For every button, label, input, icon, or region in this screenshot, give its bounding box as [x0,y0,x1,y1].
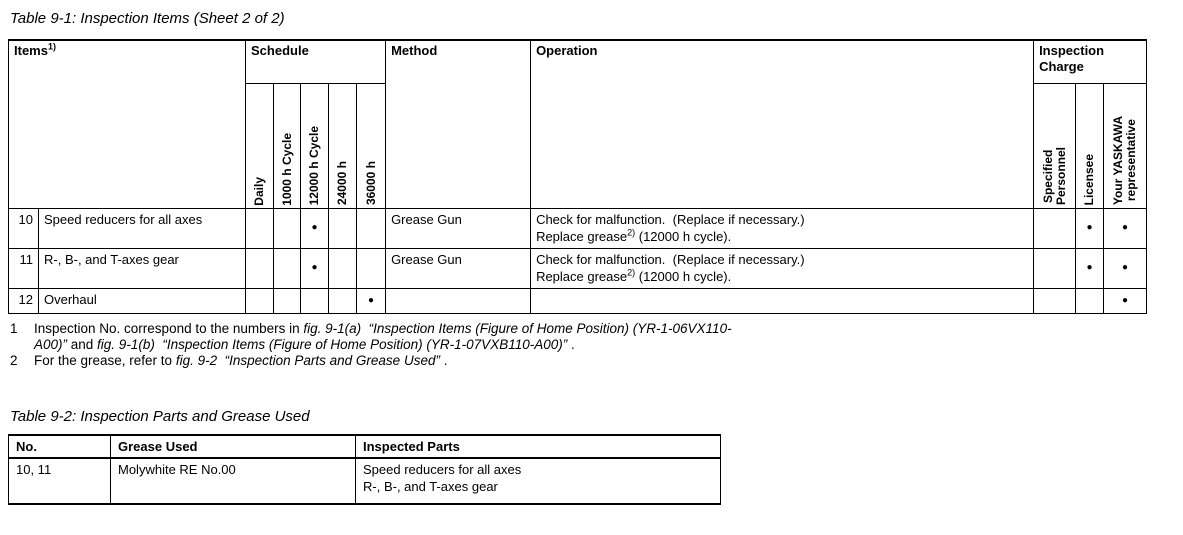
cell-schedule-36000h [356,247,387,289]
cell-schedule-1000h [273,207,302,249]
cell-schedule-1000h [273,287,302,314]
cell-no: 10, 11 [8,457,111,504]
cell-operation: Check for malfunction. (Replace if neces… [530,207,1035,249]
vertical-label: Licensee [1082,154,1097,206]
vertical-label: Your YASKAWA representative [1111,116,1139,206]
col-header-specified-personnel: Specified Personnel [1033,82,1077,209]
cell-charge-yaskawa-representative: ● [1103,207,1148,249]
cell-schedule-24000h [328,207,358,249]
col-header-1000h-cycle: 1000 h Cycle [273,82,302,209]
vertical-label: 12000 h Cycle [307,126,322,206]
cell-item-no: 10 [8,207,39,249]
header-row-sub: Daily 1000 h Cycle 12000 h Cycle 24000 h… [9,82,1148,209]
cell-item-name: R-, B-, and T-axes gear [37,247,247,289]
cell-charge-licensee [1075,287,1105,314]
cell-charge-specified-personnel [1033,207,1077,249]
inspection-parts-grease-table: No. Grease Used Inspected Parts 10, 11 M… [8,433,721,505]
cell-method: Grease Gun [385,207,532,249]
cell-schedule-daily [245,287,275,314]
figure-reference: fig. 9-2 “Inspection Parts and Grease Us… [175,352,440,368]
inspection-items-table: Items1) Schedule Method Operation Inspec… [7,39,1148,314]
cell-schedule-12000h: ● [300,207,330,249]
cell-schedule-36000h: ● [356,287,387,314]
vertical-label: Specified Personnel [1040,147,1068,206]
table-row-grease: 10, 11 Molywhite RE No.00 Speed reducers… [8,457,721,504]
items-footnote-marker: 1) [47,41,56,52]
cell-schedule-24000h [328,247,358,289]
header-row: No. Grease Used Inspected Parts [8,434,721,459]
cell-schedule-1000h [273,247,302,289]
cell-item-name: Overhaul [37,287,247,314]
col-header-12000h-cycle: 12000 h Cycle [300,82,330,209]
table-row-item-10: 10 Speed reducers for all axes ● Grease … [8,207,1148,249]
footnote-text: Inspection No. correspond to the numbers… [34,320,732,352]
col-header-items: Items1) [7,39,247,209]
cell-schedule-24000h [328,287,358,314]
cell-grease-used: Molywhite RE No.00 [110,457,356,504]
cell-method: Grease Gun [385,247,532,289]
col-header-operation: Operation [530,39,1035,209]
footnotes: 1 Inspection No. correspond to the numbe… [10,321,1183,369]
cell-operation: Check for malfunction. (Replace if neces… [530,247,1035,289]
col-header-inspected-parts: Inspected Parts [355,434,721,459]
col-header-schedule: Schedule [245,39,387,84]
document-page: Table 9-1: Inspection Items (Sheet 2 of … [7,10,1183,505]
cell-charge-yaskawa-representative: ● [1103,287,1148,314]
cell-charge-licensee: ● [1075,207,1105,249]
cell-operation [530,287,1035,314]
col-header-no: No. [8,434,111,459]
footnote-2: 2 For the grease, refer to fig. 9-2 “Ins… [10,353,1183,369]
header-row-top: Items1) Schedule Method Operation Inspec… [7,39,1148,209]
vertical-label: 36000 h [363,161,378,206]
footnote-text: For the grease, refer to fig. 9-2 “Inspe… [34,352,448,368]
cell-method [385,287,532,314]
operation-line-2: Replace grease2) (12000 h cycle). [536,227,732,244]
footnote-1: 1 Inspection No. correspond to the numbe… [10,321,1183,353]
cell-item-no: 11 [8,247,39,289]
operation-line-1: Check for malfunction. (Replace if neces… [536,251,805,267]
vertical-label: Daily [252,176,267,206]
cell-inspected-parts: Speed reducers for all axes R-, B-, and … [355,457,721,504]
cell-charge-specified-personnel [1033,287,1077,314]
table2-title: Table 9-2: Inspection Parts and Grease U… [10,407,310,425]
table-row-item-12: 12 Overhaul ● ● [8,287,1148,314]
col-header-36000h: 36000 h [356,82,387,209]
table-row-item-11: 11 R-, B-, and T-axes gear ● Grease Gun … [8,247,1148,289]
vertical-label: 24000 h [335,161,350,206]
figure-reference: fig. 9-1(a) “Inspection Items (Figure of… [303,320,732,336]
table1-title: Table 9-1: Inspection Items (Sheet 2 of … [10,10,285,27]
operation-line-2: Replace grease2) (12000 h cycle). [536,267,732,284]
cell-schedule-12000h: ● [300,247,330,289]
inspected-part-line: R-, B-, and T-axes gear [363,478,498,494]
cell-schedule-daily [245,247,275,289]
cell-schedule-36000h [356,207,387,249]
figure-reference: A00)” [34,336,68,352]
cell-item-no: 12 [8,287,39,314]
cell-charge-licensee: ● [1075,247,1105,289]
cell-charge-yaskawa-representative: ● [1103,247,1148,289]
items-label: Items [14,43,48,58]
inspected-part-line: Speed reducers for all axes [363,461,522,477]
col-header-yaskawa-representative: Your YASKAWA representative [1103,82,1148,209]
operation-line-1: Check for malfunction. (Replace if neces… [536,211,805,227]
col-header-method: Method [385,39,532,209]
figure-reference: fig. 9-1(b) “Inspection Items (Figure of… [97,336,568,352]
col-header-grease-used: Grease Used [110,434,356,459]
col-header-licensee: Licensee [1075,82,1105,209]
grease-footnote-marker: 2) [627,267,636,278]
footnote-number: 2 [10,352,18,368]
vertical-label: 1000 h Cycle [279,132,294,206]
col-header-daily: Daily [245,82,275,209]
col-header-inspection-charge: Inspection Charge [1033,39,1148,84]
footnote-number: 1 [10,320,18,336]
cell-schedule-12000h [300,287,330,314]
cell-schedule-daily [245,207,275,249]
grease-footnote-marker: 2) [627,227,636,238]
col-header-24000h: 24000 h [328,82,358,209]
cell-item-name: Speed reducers for all axes [37,207,247,249]
cell-charge-specified-personnel [1033,247,1077,289]
